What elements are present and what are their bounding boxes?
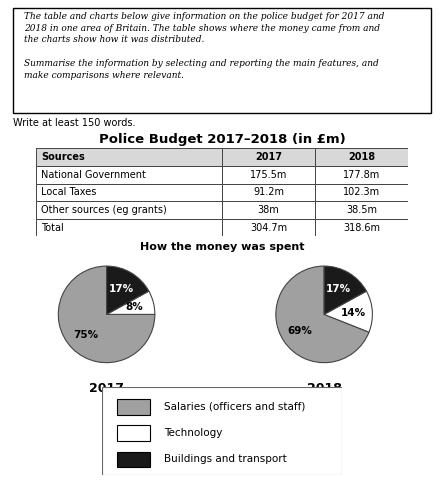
- Text: 177.8m: 177.8m: [343, 170, 381, 180]
- Text: 2018: 2018: [348, 152, 376, 162]
- Bar: [222, 184, 315, 201]
- Text: 91.2m: 91.2m: [253, 188, 284, 197]
- Text: 175.5m: 175.5m: [250, 170, 287, 180]
- Bar: [36, 219, 222, 236]
- Text: 38m: 38m: [258, 205, 279, 215]
- Text: 17%: 17%: [109, 284, 134, 294]
- Text: 17%: 17%: [326, 284, 352, 294]
- Bar: [36, 184, 222, 201]
- Bar: [36, 201, 222, 219]
- Text: Other sources (eg grants): Other sources (eg grants): [41, 205, 167, 215]
- Bar: [222, 201, 315, 219]
- Bar: [36, 148, 222, 166]
- Bar: [116, 399, 150, 414]
- Text: 304.7m: 304.7m: [250, 223, 287, 232]
- Text: Salaries (officers and staff): Salaries (officers and staff): [164, 402, 306, 411]
- Text: Buildings and transport: Buildings and transport: [164, 455, 287, 464]
- Text: 75%: 75%: [74, 330, 99, 340]
- Text: How the money was spent: How the money was spent: [140, 242, 304, 252]
- Wedge shape: [58, 266, 155, 363]
- Wedge shape: [324, 266, 366, 314]
- Bar: [222, 219, 315, 236]
- Text: 14%: 14%: [341, 307, 365, 317]
- Bar: [36, 166, 222, 184]
- Text: Write at least 150 words.: Write at least 150 words.: [13, 118, 136, 128]
- Bar: [315, 184, 408, 201]
- Text: National Government: National Government: [41, 170, 146, 180]
- Bar: [315, 219, 408, 236]
- Text: Technology: Technology: [164, 428, 223, 438]
- Wedge shape: [107, 291, 155, 314]
- Wedge shape: [276, 266, 369, 363]
- Bar: [116, 452, 150, 467]
- Text: 318.6m: 318.6m: [343, 223, 381, 232]
- Bar: [116, 425, 150, 441]
- Text: 2018: 2018: [307, 382, 341, 395]
- Text: 2017: 2017: [89, 382, 124, 395]
- Bar: [315, 201, 408, 219]
- Bar: [222, 166, 315, 184]
- Text: 102.3m: 102.3m: [343, 188, 381, 197]
- Text: Local Taxes: Local Taxes: [41, 188, 96, 197]
- Wedge shape: [324, 291, 373, 332]
- Text: Total: Total: [41, 223, 64, 232]
- Text: The table and charts below give information on the police budget for 2017 and
20: The table and charts below give informat…: [24, 12, 384, 80]
- Bar: [315, 166, 408, 184]
- Text: Police Budget 2017–2018 (in £m): Police Budget 2017–2018 (in £m): [99, 133, 345, 146]
- Text: 69%: 69%: [288, 325, 313, 336]
- Text: 8%: 8%: [126, 302, 143, 312]
- Text: 2017: 2017: [255, 152, 282, 162]
- Bar: [222, 148, 315, 166]
- Wedge shape: [107, 266, 149, 314]
- Text: Sources: Sources: [41, 152, 85, 162]
- Text: 38.5m: 38.5m: [346, 205, 377, 215]
- Bar: [315, 148, 408, 166]
